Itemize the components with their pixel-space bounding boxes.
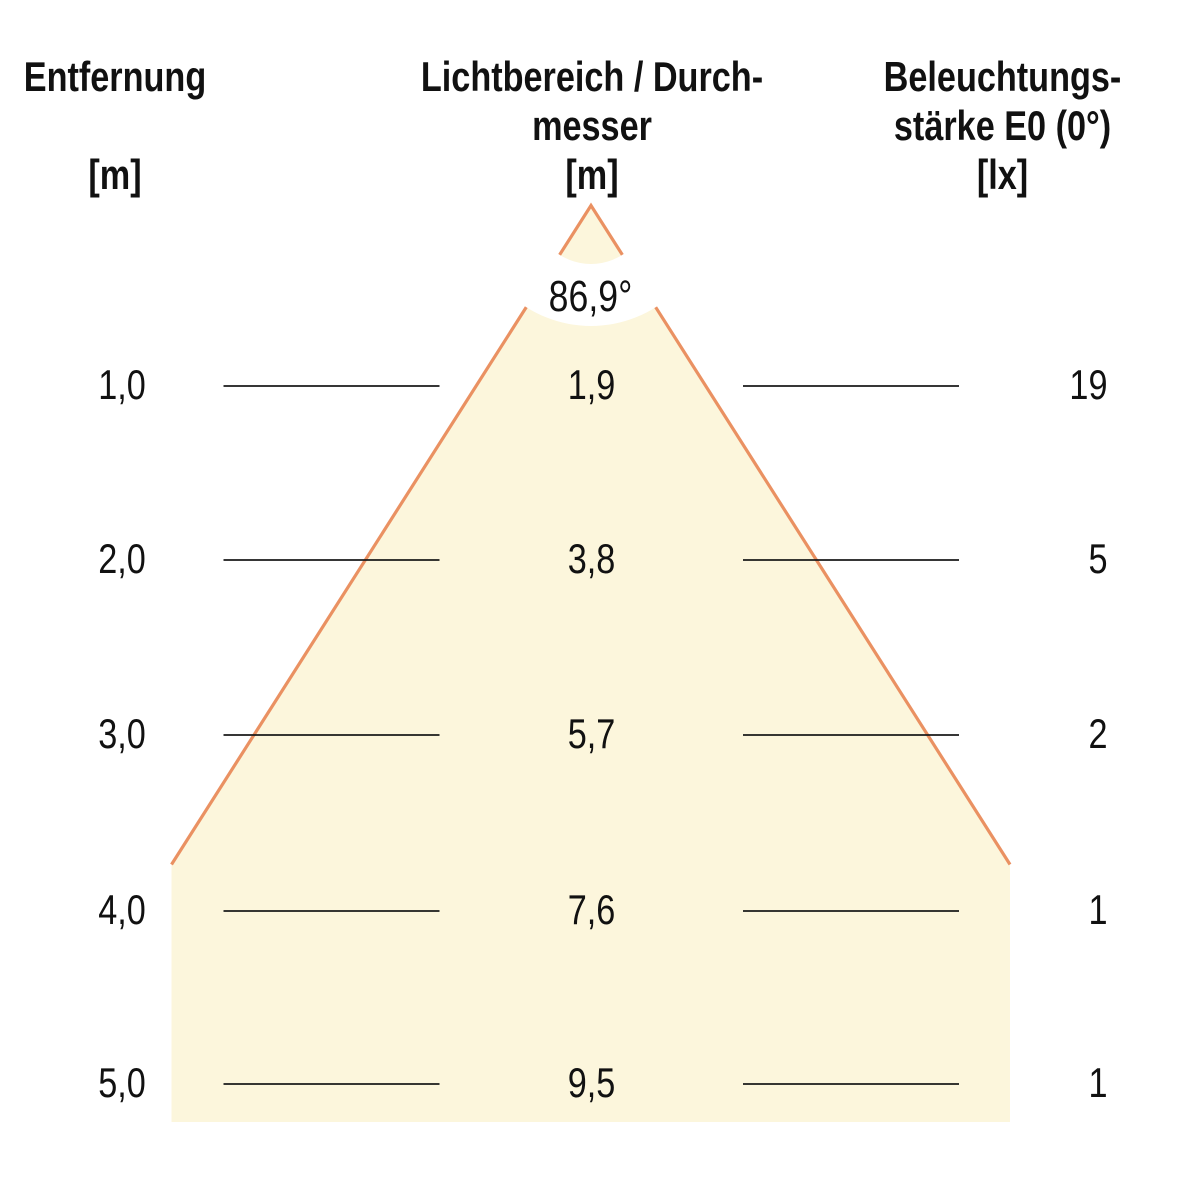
svg-text:messer: messer [532, 103, 652, 150]
svg-text:4,0: 4,0 [98, 887, 146, 934]
svg-text:86,9°: 86,9° [549, 273, 633, 321]
svg-text:5,7: 5,7 [568, 711, 616, 758]
svg-text:stärke E0 (0°): stärke E0 (0°) [894, 103, 1111, 150]
svg-text:1,9: 1,9 [568, 362, 616, 409]
svg-text:1: 1 [1088, 887, 1107, 934]
svg-text:3,0: 3,0 [98, 711, 146, 758]
svg-text:[m]: [m] [88, 152, 141, 199]
svg-text:19: 19 [1069, 362, 1107, 409]
svg-text:5,0: 5,0 [98, 1060, 146, 1107]
svg-text:Entfernung: Entfernung [24, 54, 206, 101]
svg-text:7,6: 7,6 [568, 887, 616, 934]
svg-text:Beleuchtungs-: Beleuchtungs- [884, 54, 1122, 101]
svg-text:[lx]: [lx] [977, 152, 1028, 199]
svg-text:Lichtbereich / Durch-: Lichtbereich / Durch- [421, 54, 763, 101]
svg-text:2,0: 2,0 [98, 536, 146, 583]
svg-text:[m]: [m] [565, 152, 618, 199]
svg-text:5: 5 [1088, 536, 1107, 583]
svg-text:2: 2 [1088, 711, 1107, 758]
svg-text:3,8: 3,8 [568, 536, 616, 583]
svg-text:1,0: 1,0 [98, 362, 146, 409]
svg-text:9,5: 9,5 [568, 1060, 616, 1107]
svg-text:1: 1 [1088, 1060, 1107, 1107]
